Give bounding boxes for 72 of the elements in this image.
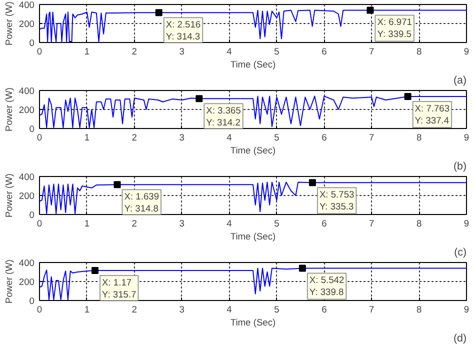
y-tick-label: 200: [18, 191, 35, 201]
y-axis-title: Power (W): [4, 87, 14, 132]
text: (c): [454, 246, 467, 258]
text: (a): [453, 74, 467, 86]
y-tick-label: 0: [29, 296, 35, 306]
text: (d): [453, 332, 467, 344]
y-tick-label: 200: [18, 105, 35, 115]
x-tick-label: 1: [84, 304, 90, 314]
annotation: X: 6.971 Y: 339.5: [377, 17, 412, 40]
x-tick-label: 0: [36, 132, 42, 142]
x-tick-label: 0: [36, 218, 42, 228]
x-tick-label: 3: [179, 46, 184, 56]
x-tick-label: 8: [416, 304, 422, 314]
y-tick-label: 0: [29, 210, 35, 220]
x-tick-label: 2: [132, 132, 137, 142]
x-tick-label: 6: [322, 132, 327, 142]
x-tick-label: 2: [132, 218, 137, 228]
x-tick-label: 9: [464, 132, 470, 142]
x-tick-label: 1: [84, 46, 90, 56]
x-tick-label: 0: [36, 304, 42, 314]
x-axis-title: Time (Sec): [230, 60, 276, 70]
x-tick-label: 2: [132, 46, 137, 56]
annotation: X: 5.753 Y: 335.3: [319, 190, 354, 212]
annotation: X: 7.763 Y: 337.4: [414, 103, 450, 126]
y-tick-label: 0: [29, 124, 35, 134]
x-tick-label: 2: [132, 304, 137, 314]
y-axis-title: Power (W): [4, 173, 14, 218]
annotation: X: 1.17 Y: 315.7: [102, 278, 136, 300]
y-tick-label: 400: [18, 0, 35, 10]
x-tick-label: 4: [226, 218, 232, 228]
x-tick-label: 7: [369, 132, 374, 142]
x-tick-label: 1: [84, 218, 90, 228]
x-tick-label: 8: [416, 132, 422, 142]
annotation: X: 1.639 Y: 314.8: [124, 192, 160, 214]
y-tick-label: 200: [18, 19, 35, 29]
x-tick-label: 9: [464, 46, 470, 56]
annotation: X: 3.365 Y: 314.2: [206, 106, 241, 128]
x-tick-label: 5: [274, 46, 280, 56]
x-tick-label: 9: [464, 304, 470, 314]
x-tick-label: 8: [416, 218, 422, 228]
x-tick-label: 7: [369, 46, 374, 56]
x-tick-label: 0: [36, 46, 42, 56]
y-tick-label: 400: [18, 86, 35, 96]
y-tick-label: 200: [18, 277, 35, 287]
x-tick-label: 6: [322, 46, 327, 56]
x-tick-label: 3: [179, 132, 184, 142]
x-tick-label: 4: [226, 132, 232, 142]
y-tick-label: 400: [18, 258, 35, 268]
x-axis-title: Time (Sec): [230, 146, 276, 156]
x-tick-label: 6: [322, 218, 327, 228]
y-axis-title: Power (W): [4, 259, 14, 304]
x-axis-title: Time (Sec): [230, 232, 276, 242]
x-tick-label: 1: [84, 132, 90, 142]
x-tick-label: 7: [369, 304, 374, 314]
x-axis-title: Time (Sec): [230, 318, 276, 328]
x-tick-label: 3: [179, 218, 184, 228]
annotation: X: 5.542 Y: 339.8: [309, 275, 344, 298]
x-tick-label: 4: [226, 304, 232, 314]
x-tick-label: 5: [274, 132, 280, 142]
x-tick-label: 4: [226, 46, 232, 56]
x-tick-label: 6: [322, 304, 327, 314]
annotation: X: 2.516 Y: 314.3: [166, 20, 201, 42]
y-tick-label: 0: [29, 38, 35, 48]
y-axis-title: Power (W): [4, 1, 14, 46]
x-tick-label: 3: [179, 304, 184, 314]
x-tick-label: 7: [369, 218, 374, 228]
y-tick-label: 400: [18, 172, 35, 182]
x-tick-label: 9: [464, 218, 470, 228]
x-tick-label: 5: [274, 304, 280, 314]
x-tick-label: 8: [416, 46, 422, 56]
x-tick-label: 5: [274, 218, 280, 228]
text: (b): [453, 160, 467, 172]
